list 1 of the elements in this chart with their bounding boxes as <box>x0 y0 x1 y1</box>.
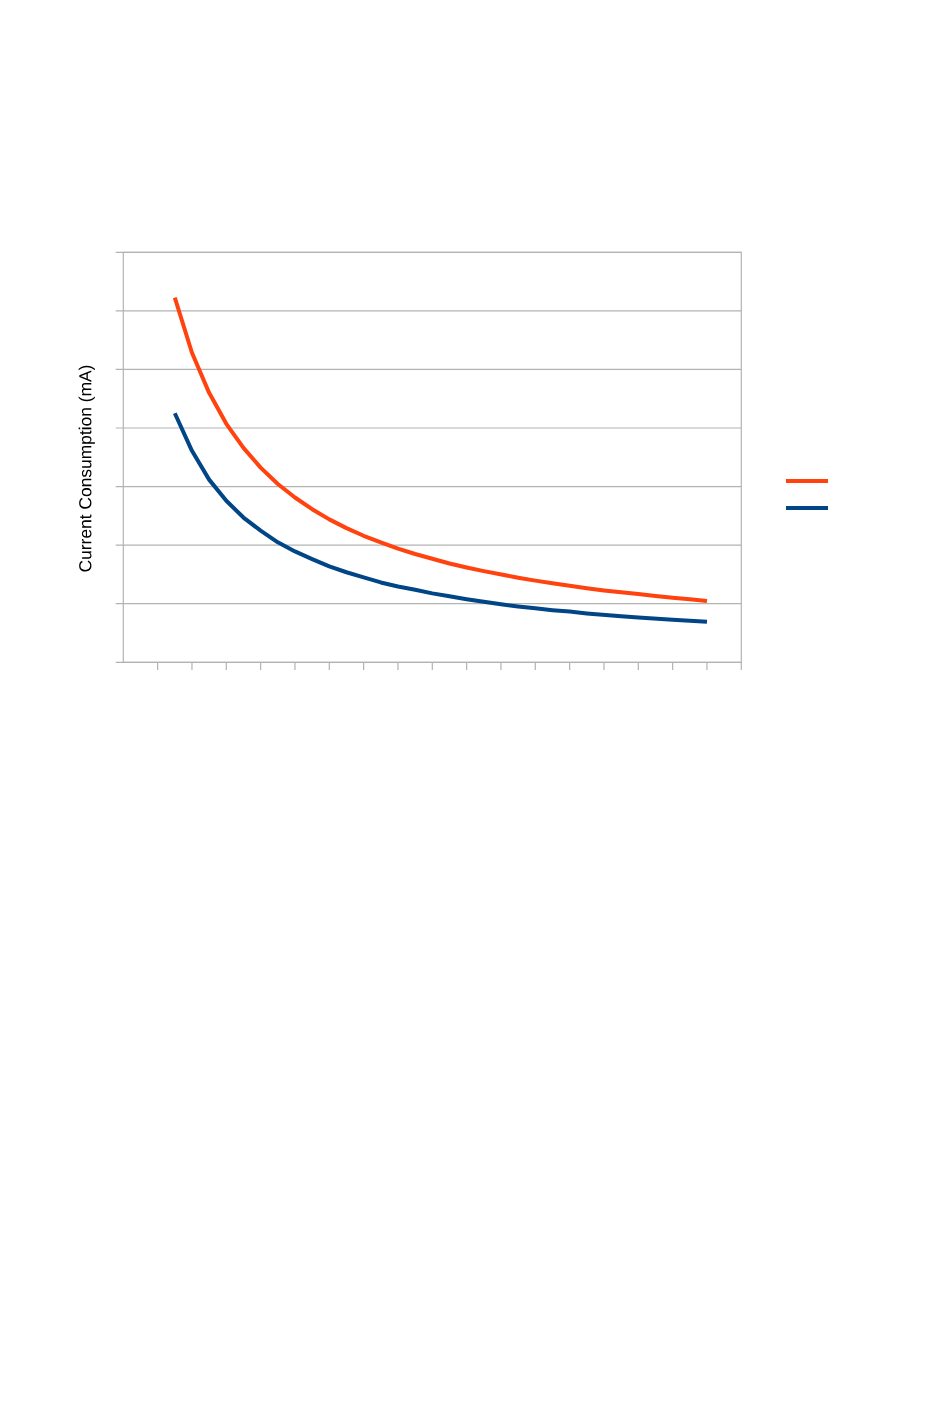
y-axis-title: Current Consumption (mA) <box>78 365 95 572</box>
